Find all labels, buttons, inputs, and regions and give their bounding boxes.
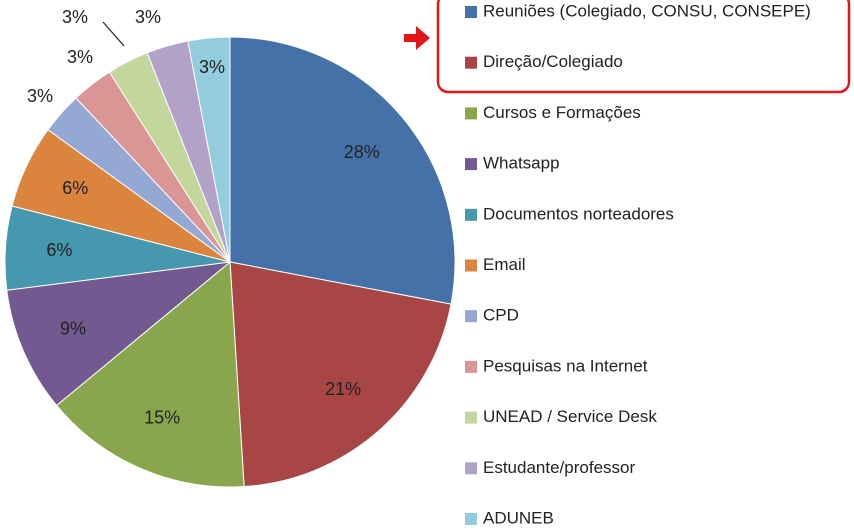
- data-label: 3%: [27, 86, 53, 106]
- legend-label: Whatsapp: [483, 154, 560, 173]
- data-label: 15%: [144, 408, 180, 428]
- pie-slice: [187, 36, 231, 263]
- legend-label: Documentos norteadores: [483, 204, 674, 223]
- legend-swatch: [465, 56, 477, 69]
- legend-swatch: [465, 411, 477, 424]
- leader-line: [102, 21, 125, 47]
- legend-label: Cursos e Formações: [483, 103, 641, 122]
- data-label: 3%: [67, 47, 93, 67]
- pie-slice: [55, 260, 245, 488]
- data-label: 6%: [62, 178, 88, 198]
- data-label: 3%: [199, 57, 225, 77]
- highlight-box: [436, 0, 851, 94]
- data-label: 6%: [46, 240, 72, 260]
- legend-label: CPD: [483, 306, 519, 325]
- data-label: 28%: [344, 142, 380, 162]
- pie-slice: [6, 261, 232, 407]
- pie-slice: [229, 261, 452, 488]
- legend-swatch: [465, 158, 477, 171]
- legend-label: Reuniões (Colegiado, CONSU, CONSEPE): [483, 1, 811, 20]
- legend-label: ADUNEB: [483, 508, 554, 527]
- legend-swatch: [465, 513, 477, 525]
- data-label: 21%: [325, 379, 361, 399]
- legend-swatch: [465, 462, 477, 475]
- legend-label: UNEAD / Service Desk: [483, 407, 657, 426]
- legend-label: Direção/Colegiado: [483, 52, 623, 71]
- legend-label: Email: [483, 255, 526, 274]
- legend-swatch: [465, 259, 477, 272]
- legend-label: Pesquisas na Internet: [483, 356, 648, 375]
- pie-slice: [229, 36, 456, 305]
- legend-swatch: [465, 107, 477, 120]
- data-label: 3%: [62, 7, 88, 27]
- data-label: 3%: [135, 7, 161, 27]
- legend-swatch: [465, 6, 477, 18]
- legend-swatch: [465, 360, 477, 373]
- legend-label: Estudante/professor: [483, 458, 635, 477]
- legend-swatch: [465, 208, 477, 221]
- legend-swatch: [465, 310, 477, 323]
- data-label: 9%: [60, 319, 86, 339]
- highlight-arrow: [404, 26, 430, 50]
